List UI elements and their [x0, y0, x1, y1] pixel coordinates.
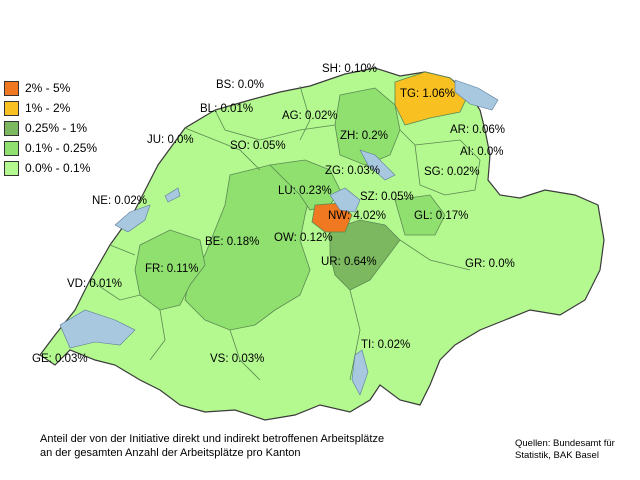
label-ju: JU: 0.0%	[147, 134, 194, 146]
label-fr: FR: 0.11%	[145, 263, 198, 275]
legend-item: 1% - 2%	[4, 98, 97, 118]
label-ur: UR: 0.64%	[321, 256, 377, 268]
legend-swatch	[4, 121, 19, 136]
label-so: SO: 0.05%	[230, 140, 286, 152]
legend: 2% - 5% 1% - 2% 0.25% - 1% 0.1% - 0.25% …	[4, 78, 97, 178]
source-note: Quellen: Bundesamt für Statistik, BAK Ba…	[515, 438, 625, 462]
label-sh: SH: 0.10%	[322, 63, 377, 75]
label-zg: ZG: 0.03%	[325, 165, 380, 177]
source-line-1: Quellen: Bundesamt für	[515, 438, 625, 450]
legend-label: 2% - 5%	[25, 81, 70, 95]
label-ai: AI: 0.0%	[460, 146, 503, 158]
label-vs: VS: 0.03%	[210, 353, 264, 365]
label-ar: AR: 0.06%	[450, 124, 505, 136]
legend-item: 0.25% - 1%	[4, 118, 97, 138]
map-caption: Anteil der von der Initiative direkt und…	[40, 432, 384, 460]
legend-swatch	[4, 81, 19, 96]
source-line-2: Statistik, BAK Basel	[515, 450, 625, 462]
label-tg: TG: 1.06%	[400, 88, 455, 100]
caption-line-1: Anteil der von der Initiative direkt und…	[40, 432, 384, 446]
label-gl: GL: 0.17%	[414, 210, 468, 222]
label-ne: NE: 0.02%	[92, 195, 147, 207]
legend-swatch	[4, 101, 19, 116]
label-zh: ZH: 0.2%	[340, 130, 388, 142]
label-nw: NW: 4.02%	[328, 210, 386, 222]
label-gr: GR: 0.0%	[465, 258, 515, 270]
label-sg: SG: 0.02%	[424, 166, 480, 178]
legend-item: 0.1% - 0.25%	[4, 138, 97, 158]
label-bl: BL: 0.01%	[200, 103, 253, 115]
label-ow: OW: 0.12%	[274, 232, 333, 244]
legend-label: 0.25% - 1%	[25, 121, 87, 135]
label-vd: VD: 0.01%	[67, 278, 122, 290]
label-ag: AG: 0.02%	[282, 110, 338, 122]
label-bs: BS: 0.0%	[216, 79, 264, 91]
legend-label: 0.1% - 0.25%	[25, 141, 97, 155]
legend-swatch	[4, 141, 19, 156]
legend-item: 0.0% - 0.1%	[4, 158, 97, 178]
label-ti: TI: 0.02%	[361, 339, 410, 351]
label-be: BE: 0.18%	[205, 236, 259, 248]
legend-label: 1% - 2%	[25, 101, 70, 115]
legend-swatch	[4, 161, 19, 176]
legend-item: 2% - 5%	[4, 78, 97, 98]
label-sz: SZ: 0.05%	[360, 191, 414, 203]
label-ge: GE: 0.03%	[32, 353, 88, 365]
label-lu: LU: 0.23%	[278, 185, 332, 197]
caption-line-2: an der gesamten Anzahl der Arbeitsplätze…	[40, 446, 384, 460]
legend-label: 0.0% - 0.1%	[25, 161, 90, 175]
